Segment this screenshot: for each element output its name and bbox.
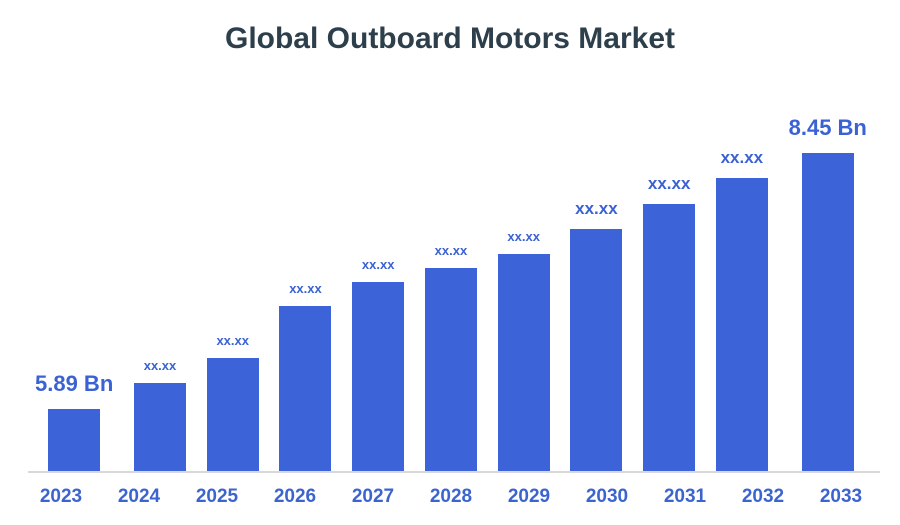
bar-group: 5.89 Bn <box>35 371 113 471</box>
bar-group: xx.xx <box>715 148 768 471</box>
bar-group: xx.xx <box>134 358 186 471</box>
x-tick-label: 2027 <box>351 486 395 507</box>
bar <box>48 409 101 471</box>
bar-value-label: 5.89 Bn <box>35 371 114 396</box>
bar-group: xx.xx <box>643 174 696 471</box>
bar <box>206 358 259 471</box>
bar <box>643 204 696 471</box>
x-tick-label: 2032 <box>741 486 785 507</box>
bar <box>570 229 623 471</box>
bar-group: 8.45 Bn <box>789 115 867 471</box>
bar <box>352 282 405 471</box>
bar <box>497 254 550 471</box>
bar-value-label: xx.xx <box>575 199 618 218</box>
bar-group: xx.xx <box>497 229 550 471</box>
x-tick-label: 2025 <box>195 486 239 507</box>
bar-group: xx.xx <box>570 199 623 471</box>
bar <box>715 178 768 471</box>
x-tick-label: 2033 <box>819 486 863 507</box>
x-tick-label: 2029 <box>507 486 551 507</box>
x-tick-label: 2028 <box>429 486 473 507</box>
x-tick-label: 2024 <box>117 486 161 507</box>
x-axis-line <box>28 471 880 473</box>
bar-value-label: xx.xx <box>216 333 249 348</box>
bar-group: xx.xx <box>352 257 405 471</box>
bar <box>424 268 477 471</box>
bar-value-label: xx.xx <box>434 243 468 258</box>
bar-value-label: xx.xx <box>361 257 395 272</box>
bars-container: 5.89 Bn xx.xx xx.xx xx.xx xx.xx xx.xx xx.xx xx.… <box>35 115 867 471</box>
bar-value-label: 8.45 Bn <box>788 115 867 140</box>
bar <box>801 153 854 471</box>
bar-group: xx.xx <box>206 333 259 471</box>
bar-value-label: xx.xx <box>507 229 540 244</box>
x-tick-label: 2023 <box>39 486 83 507</box>
bar-value-label: xx.xx <box>720 148 764 167</box>
x-tick-label: 2031 <box>663 486 707 507</box>
bar-value-label: xx.xx <box>289 281 322 296</box>
bar-group: xx.xx <box>424 243 477 471</box>
bar-value-label: xx.xx <box>143 358 177 373</box>
x-axis-tick-labels: 2023 2024 2025 2026 2027 2028 2029 2030 2031 2032… <box>35 486 867 508</box>
bar <box>279 306 332 471</box>
bar <box>134 383 186 471</box>
bar-value-label: xx.xx <box>647 174 691 193</box>
x-tick-label: 2030 <box>585 486 629 507</box>
chart-title: Global Outboard Motors Market <box>224 22 676 55</box>
x-tick-label: 2026 <box>273 486 317 507</box>
bar-group: xx.xx <box>279 281 332 471</box>
